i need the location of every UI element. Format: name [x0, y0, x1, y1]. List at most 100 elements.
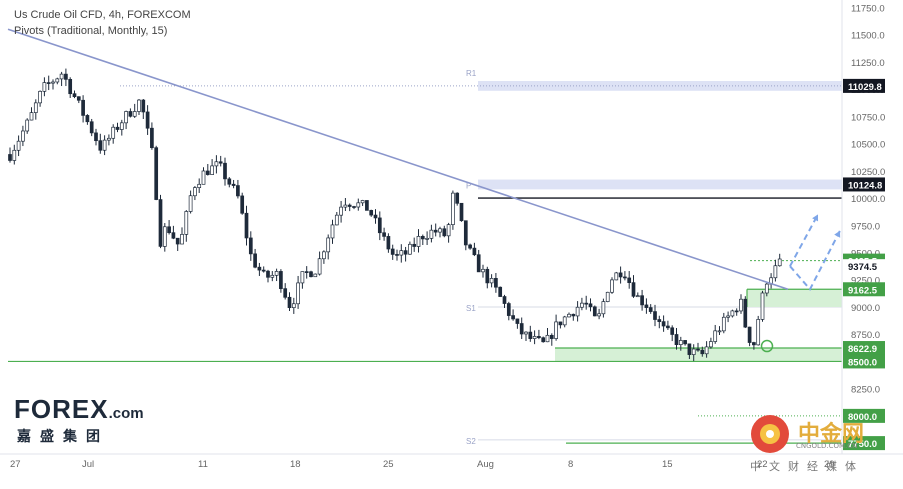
candle-down [89, 121, 94, 134]
candle-down [476, 254, 481, 273]
candle-down [81, 99, 85, 116]
candle-up [42, 82, 47, 92]
candle-down [485, 268, 490, 284]
candle-up [635, 295, 640, 298]
candle-up [162, 226, 167, 247]
candle-up [416, 236, 421, 247]
candle-up [356, 202, 361, 208]
forecast-arrow-1 [789, 213, 819, 267]
low-marker-circle [760, 339, 774, 353]
forex-logo-main: FOREX [14, 394, 109, 424]
price-label-box [843, 78, 885, 93]
candle-down [304, 271, 309, 273]
x-tick-label: Aug [477, 459, 494, 470]
candle-down [283, 288, 288, 298]
candle-down [72, 93, 77, 98]
candle-down [287, 296, 292, 309]
candle-down [472, 247, 477, 256]
candle-down [76, 96, 81, 101]
y-tick-label: 11750.0 [851, 3, 885, 14]
candle-up [38, 90, 42, 104]
candle-down [373, 214, 378, 219]
p-band [478, 179, 842, 190]
price-label: 8000.0 [848, 412, 877, 423]
candle-up [291, 303, 296, 309]
y-tick-label: 9250.0 [851, 276, 880, 287]
x-tick-label: Jul [82, 459, 94, 470]
candle-down [68, 78, 73, 95]
candle-down [257, 266, 262, 271]
forex-logo-chinese: 嘉盛集团 [17, 429, 109, 445]
candle-up [25, 119, 30, 132]
candle-down [747, 326, 752, 343]
candle-down [666, 325, 670, 329]
price-label: 7750.0 [848, 439, 877, 450]
candle-down [420, 236, 425, 240]
candle-down [644, 304, 649, 308]
candle-down [627, 277, 632, 283]
candle-up [343, 204, 348, 208]
watermark-title: 中金网 [798, 422, 865, 447]
candle-up [184, 211, 189, 235]
candle-down [670, 327, 675, 335]
candle-up [777, 258, 782, 267]
candle-up [709, 341, 713, 348]
candle-up [339, 206, 343, 216]
price-label: 8622.9 [848, 344, 877, 355]
candle-down [266, 270, 270, 278]
y-tick-label: 10750.0 [851, 112, 885, 123]
candle-up [605, 291, 610, 302]
y-tick-label: 11500.0 [851, 31, 885, 42]
price-label-box [843, 436, 885, 451]
candle-down [640, 295, 644, 306]
candle-up [111, 126, 116, 139]
price-label-box [843, 408, 885, 423]
candle-down [592, 306, 597, 317]
candle-down [248, 237, 253, 255]
candle-down [696, 348, 700, 351]
candle-up [51, 81, 55, 84]
candle-down [403, 250, 408, 255]
candle-down [433, 229, 438, 233]
candle-down [46, 82, 51, 84]
candle-down [442, 228, 447, 237]
candle-up [274, 271, 279, 276]
candle-up [532, 336, 537, 339]
y-tick-label: 10000.0 [851, 194, 885, 205]
candle-up [55, 78, 60, 83]
candle-up [756, 319, 761, 346]
candle-down [382, 232, 386, 237]
price-label: 11029.8 [848, 82, 882, 93]
candle-down [309, 271, 313, 278]
candle-down [347, 204, 352, 207]
forecast-arrow-2-head [834, 230, 841, 238]
candle-up [730, 310, 735, 317]
candle-up [59, 73, 64, 80]
candle-down [459, 202, 464, 222]
candle-down [154, 147, 159, 200]
candle-up [562, 316, 567, 326]
candle-up [575, 306, 580, 317]
candle-down [386, 236, 391, 250]
candle-down [537, 336, 541, 339]
candle-up [425, 237, 429, 240]
candle-up [545, 334, 550, 343]
x-tick-label: 22 [757, 459, 768, 470]
candle-down [494, 278, 498, 288]
candle-down [236, 185, 240, 197]
price-label-box [843, 177, 885, 192]
candle-up [330, 224, 335, 239]
candle-down [584, 302, 589, 305]
x-tick-label: 18 [290, 459, 301, 470]
candle-down [549, 334, 554, 339]
candle-down [631, 282, 636, 297]
candle-down [674, 334, 679, 346]
candle-down [541, 337, 546, 343]
pivot-label-s2: S2 [466, 437, 476, 446]
candle-down [253, 253, 257, 268]
candle-down [519, 323, 524, 335]
candle-up [739, 298, 743, 312]
candle-down [365, 200, 369, 211]
candle-up [210, 165, 214, 175]
candle-down [205, 170, 210, 175]
